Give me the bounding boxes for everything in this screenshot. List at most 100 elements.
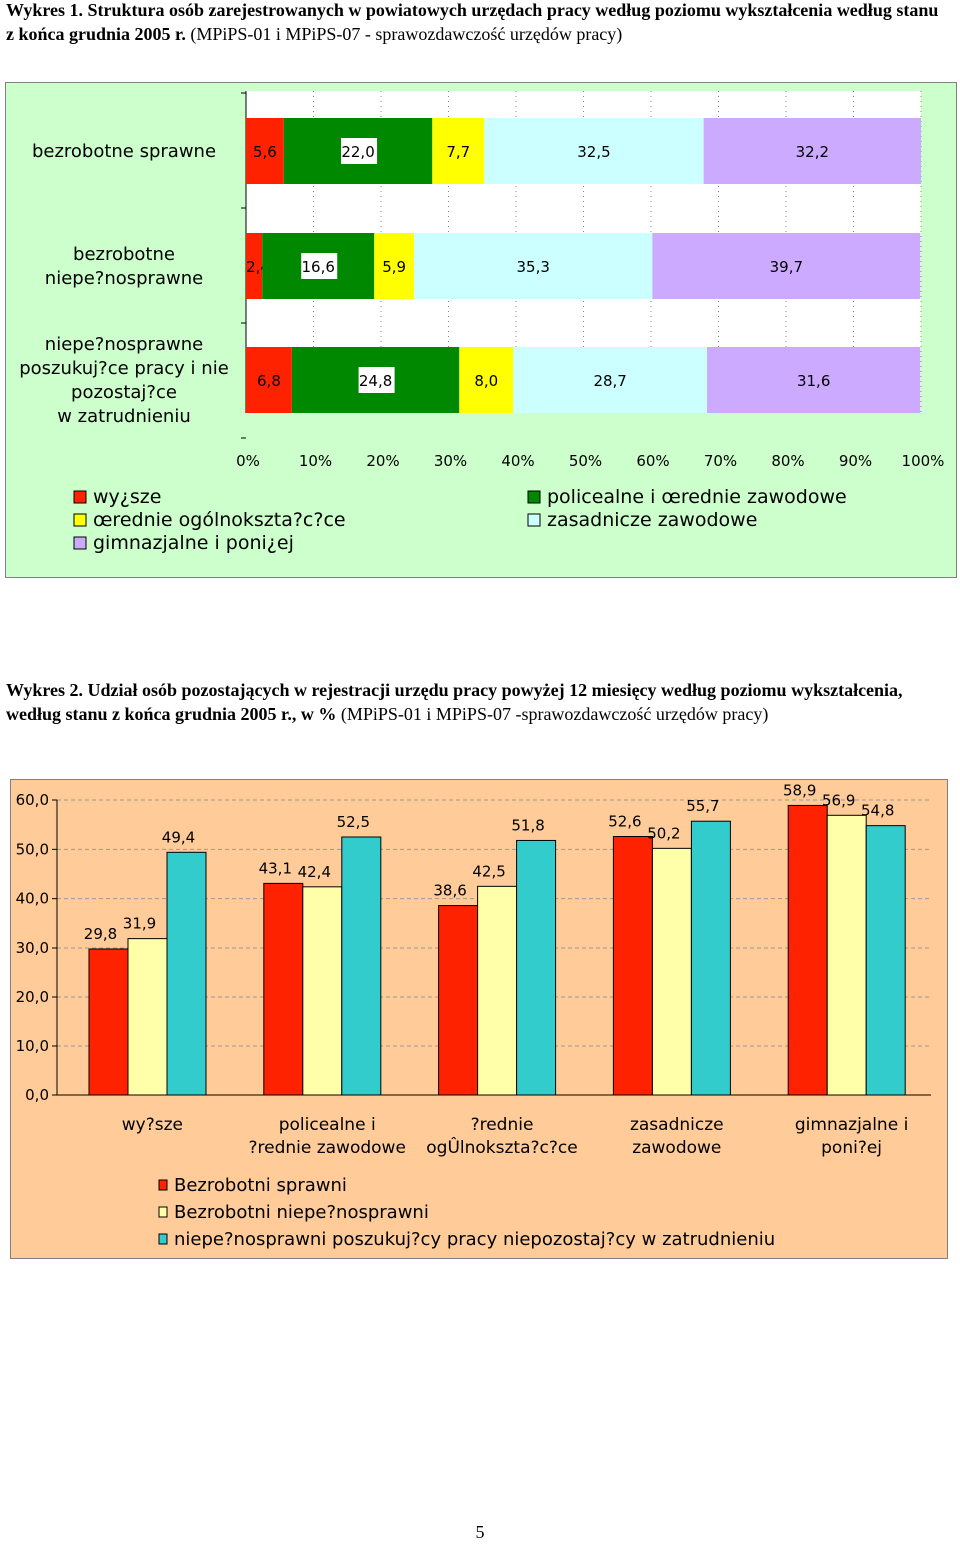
chart2-category-label: ogÛlnokszta?c?ce [426, 1136, 577, 1158]
chart1-value-label: 5,6 [253, 143, 277, 161]
chart2-bar [438, 905, 479, 1096]
chart1-value-label: 7,7 [446, 143, 470, 161]
chart1-category-label: bezrobotne [73, 244, 175, 265]
chart2-bar [341, 836, 382, 1096]
chart1-x-tick-label: 60% [636, 452, 669, 470]
chart1-bar-segment [246, 118, 284, 184]
chart1-value-label: 5,9 [382, 258, 406, 276]
chart1-caption-bold: Wykres 1. Struktura osób zarejestrowanyc… [6, 0, 939, 44]
chart2-y-tick-label: 50,0 [16, 840, 49, 858]
chart2-bar [865, 825, 906, 1096]
chart1-bar-segment [246, 347, 292, 413]
chart2-category-label: ?rednie [471, 1115, 534, 1135]
chart2-category-label: gimnazjalne i [795, 1115, 908, 1135]
chart1-legend-label: policealne i œrednie zawodowe [547, 486, 847, 508]
chart2-caption-bold: Wykres 2. Udział osób pozostających w re… [6, 680, 903, 724]
chart2-value-label: 56,9 [822, 791, 855, 809]
chart2-value-label: 51,8 [511, 816, 544, 834]
chart2-category-label: policealne i [279, 1115, 376, 1135]
chart1-bar-segment [414, 233, 653, 299]
chart1-bar-segment [484, 118, 704, 184]
chart2-value-label: 55,7 [686, 797, 719, 815]
chart2-bar [516, 839, 557, 1096]
chart1-x-tick-label: 0% [236, 452, 260, 470]
chart2-legend-swatch [158, 1179, 168, 1191]
chart1-category-label: poszukuj?ce pracy i nie [19, 358, 229, 379]
chart1-bar-segment [432, 118, 485, 184]
chart1-legend-label: œrednie ogólnokszta?c?ce [93, 509, 346, 531]
chart2-y-tick-label: 30,0 [16, 939, 49, 957]
chart1-legend-swatch [73, 536, 87, 550]
page-number: 5 [475, 1522, 485, 1542]
chart2-category-label: ?rednie zawodowe [248, 1138, 405, 1158]
chart1-x-tick-label: 50% [569, 452, 602, 470]
chart2-svg: 0,0 10,0 20,0 30,0 40,0 50,0 60,0 29,8 31,9 49,4 w… [16, 781, 931, 1250]
chart2-category-label: zasadnicze [630, 1115, 724, 1135]
chart1-x-tick-label: 100% [902, 452, 945, 470]
chart2-legend-swatch [158, 1206, 168, 1218]
chart2-legend-label: Bezrobotni sprawni [174, 1175, 347, 1196]
chart2-caption: Wykres 2. Udział osób pozostających w re… [6, 678, 946, 726]
chart1-legend-swatch [73, 513, 87, 527]
chart2-value-label: 42,4 [298, 863, 331, 881]
chart2-y-tick-label: 10,0 [16, 1037, 49, 1055]
chart1-bar-segment [703, 118, 921, 184]
chart1-area: 5,6 22,0 7,7 32,5 32,2 bezrobotne sprawne 2,4 1… [5, 82, 957, 578]
chart1-x-tick-label: 10% [299, 452, 332, 470]
chart2-bar [127, 938, 168, 1096]
chart1-value-label-bg [358, 367, 395, 393]
chart2-bar [477, 885, 518, 1096]
chart2-y-tick-label: 40,0 [16, 890, 49, 908]
chart2-bar [612, 836, 653, 1096]
chart2-category-label: zawodowe [632, 1138, 721, 1158]
chart2-y-tick-label: 0,0 [25, 1086, 49, 1104]
chart2-bar [166, 851, 207, 1096]
chart2-bar [651, 847, 692, 1096]
chart2-value-label: 50,2 [647, 824, 680, 842]
chart1-x-tick-label: 90% [839, 452, 872, 470]
chart2-caption-normal: (MPiPS-01 i MPiPS-07 -sprawozdawczość ur… [336, 704, 769, 724]
chart1-value-label: 24,8 [359, 372, 392, 390]
chart1-category-label: niepe?nosprawne [45, 268, 203, 289]
chart1-legend-label: gimnazjalne i poni¿ej [93, 532, 294, 554]
chart1-value-label: 6,8 [257, 372, 281, 390]
chart2-bar [302, 886, 343, 1096]
chart1-bar-segment [707, 347, 921, 413]
chart1-x-tick-label: 40% [501, 452, 534, 470]
chart1-value-label-bg [341, 138, 378, 164]
chart2-area: 0,0 10,0 20,0 30,0 40,0 50,0 60,0 29,8 31,9 49,4 w… [10, 779, 948, 1259]
chart1-bar-segment [459, 347, 514, 413]
chart1-value-label: 16,6 [302, 258, 335, 276]
chart1-legend-swatch [73, 490, 87, 504]
chart1-bar-segment [246, 233, 263, 299]
chart2-category-label: poni?ej [821, 1138, 882, 1158]
chart1-value-label: 8,0 [474, 372, 498, 390]
chart1-value-label: 28,7 [593, 372, 626, 390]
chart1-caption: Wykres 1. Struktura osób zarejestrowanyc… [6, 0, 946, 46]
chart1-value-label: 22,0 [341, 143, 374, 161]
chart2-value-label: 52,5 [337, 813, 370, 831]
chart1-value-label: 31,6 [797, 372, 830, 390]
chart2-value-label: 58,9 [783, 781, 816, 799]
chart1-value-label: 32,2 [796, 143, 829, 161]
chart1-legend-swatch [527, 490, 541, 504]
chart1-legend-label: wy¿sze [93, 486, 161, 508]
chart2-value-label: 49,4 [162, 828, 195, 846]
chart2-bar [690, 820, 731, 1096]
chart1-category-label: w zatrudnieniu [57, 406, 191, 427]
chart1-caption-normal: (MPiPS-01 i MPiPS-07 - sprawozdawczość u… [185, 24, 623, 44]
chart2-category-label: wy?sze [122, 1115, 183, 1135]
chart2-value-label: 43,1 [259, 859, 292, 877]
chart2-legend-label: Bezrobotni niepe?nosprawni [174, 1202, 429, 1223]
chart2-value-label: 42,5 [472, 862, 505, 880]
chart2-bar [826, 814, 867, 1096]
chart1-bar-segment [374, 233, 415, 299]
chart2-y-tick-label: 20,0 [16, 988, 49, 1006]
chart2-bar [88, 948, 129, 1096]
chart1-value-label: 32,5 [577, 143, 610, 161]
chart2-value-label: 52,6 [608, 813, 641, 831]
chart1-x-tick-label: 20% [366, 452, 399, 470]
chart1-legend-label: zasadnicze zawodowe [547, 509, 757, 531]
chart2-value-label: 29,8 [84, 925, 117, 943]
chart1-x-tick-label: 80% [771, 452, 804, 470]
